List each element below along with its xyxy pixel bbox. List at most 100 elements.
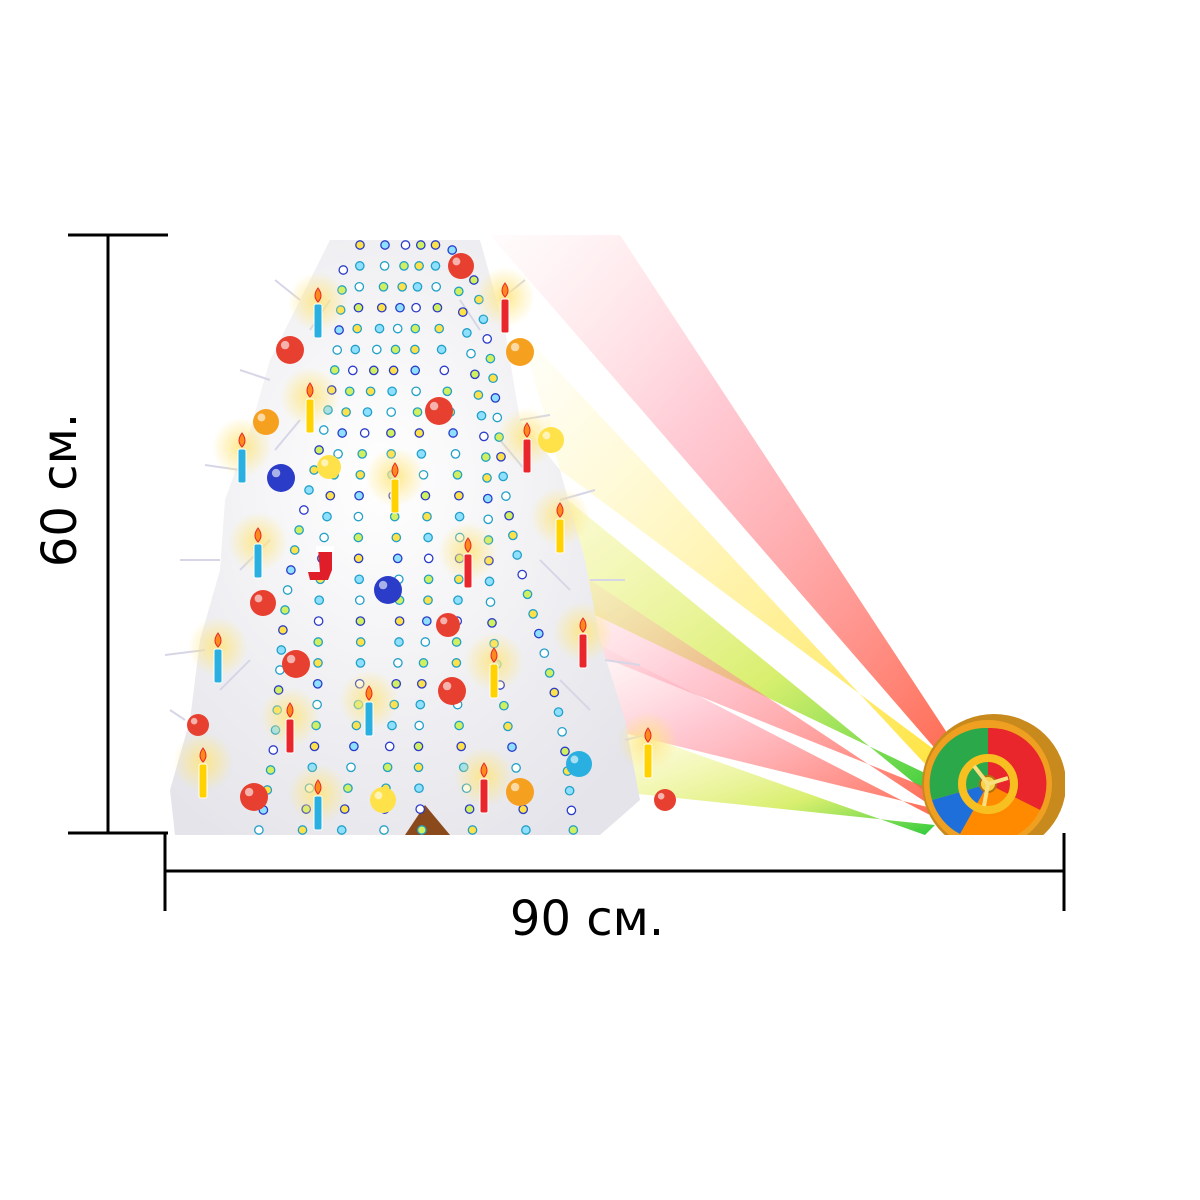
ornaments bbox=[187, 253, 676, 813]
candle bbox=[237, 448, 247, 484]
garland-bead bbox=[313, 637, 324, 647]
candle-flame bbox=[464, 537, 472, 553]
ornament-highlight bbox=[271, 468, 281, 478]
garland-bead bbox=[338, 265, 349, 275]
ornament-highlight bbox=[378, 580, 388, 590]
ornament-ball bbox=[187, 714, 209, 736]
garland-bead bbox=[337, 428, 348, 438]
garland-bead bbox=[430, 261, 441, 271]
garland-bead bbox=[346, 762, 356, 773]
garland-bead bbox=[415, 240, 426, 250]
garland-bead bbox=[442, 386, 453, 397]
candle-flame bbox=[490, 647, 498, 663]
candle bbox=[522, 438, 532, 474]
garland-bead bbox=[485, 597, 496, 607]
garland-bead bbox=[355, 240, 365, 250]
garland-bead bbox=[334, 325, 344, 335]
garland-bead bbox=[379, 825, 389, 835]
garland-bead bbox=[314, 595, 325, 606]
candle-flame bbox=[480, 762, 488, 778]
garland-bead bbox=[498, 471, 509, 482]
ornament-highlight bbox=[429, 401, 439, 411]
garland-bead bbox=[470, 369, 480, 380]
garland-bead bbox=[482, 334, 493, 344]
dimension-lines bbox=[68, 233, 1066, 911]
candle bbox=[305, 398, 315, 434]
garland-bead bbox=[322, 511, 332, 522]
candle-flame bbox=[254, 527, 262, 543]
candle-flame bbox=[199, 747, 207, 763]
garland-bead bbox=[413, 762, 424, 773]
candle-flame bbox=[238, 432, 246, 448]
ornament-highlight bbox=[542, 431, 551, 440]
garland-bead bbox=[454, 720, 464, 731]
garland-bead bbox=[456, 741, 467, 752]
garland-bead bbox=[469, 275, 479, 285]
ornament-highlight bbox=[657, 792, 665, 800]
candle-flame bbox=[523, 422, 531, 438]
candle-flame bbox=[314, 779, 322, 795]
garland-bead bbox=[382, 762, 393, 773]
ornament-ball bbox=[253, 409, 279, 435]
garland-bead bbox=[483, 514, 494, 525]
garland-bead bbox=[533, 628, 544, 639]
wheel-segment-blue bbox=[932, 784, 988, 834]
garland-bead bbox=[423, 553, 434, 564]
garland-bead bbox=[439, 365, 450, 376]
garland-bead bbox=[314, 445, 324, 455]
garland-bead bbox=[276, 645, 287, 655]
garland-bead bbox=[336, 825, 347, 835]
garland-bead bbox=[476, 410, 487, 421]
candle-flame bbox=[644, 727, 652, 743]
garland-bead bbox=[466, 348, 476, 359]
garland-bead bbox=[453, 286, 464, 297]
garland-bead bbox=[568, 825, 579, 835]
garland-bead bbox=[376, 302, 387, 313]
candle-flame bbox=[314, 287, 322, 303]
garland-bead bbox=[487, 618, 497, 628]
garland-bead bbox=[386, 428, 396, 438]
ornament-ball bbox=[240, 783, 268, 811]
garland-bead bbox=[350, 344, 361, 355]
candle bbox=[643, 743, 653, 779]
garland-bead bbox=[418, 658, 429, 668]
ornament-ball bbox=[267, 464, 295, 492]
ornament-ball bbox=[654, 789, 676, 811]
ornament-highlight bbox=[190, 717, 198, 725]
garland-bead bbox=[286, 565, 296, 575]
garland-bead bbox=[415, 699, 426, 710]
garland-bead bbox=[368, 365, 379, 376]
garland-bead bbox=[423, 574, 434, 585]
light-beam-bottom bbox=[600, 720, 935, 835]
garland-bead bbox=[299, 505, 309, 515]
garland-bead bbox=[414, 720, 425, 731]
garland-bead bbox=[304, 485, 314, 495]
garland-bead bbox=[411, 302, 421, 313]
garland-bead bbox=[333, 449, 343, 459]
ornament-ball bbox=[506, 338, 534, 366]
color-wheel-projector bbox=[922, 714, 1065, 835]
light-beam-upper bbox=[520, 330, 955, 780]
garland-bead bbox=[319, 532, 329, 543]
garland-bead bbox=[423, 532, 433, 543]
garland-bead bbox=[508, 530, 518, 541]
garland-bead bbox=[512, 550, 523, 560]
garland-bead bbox=[412, 281, 423, 292]
garland-bead bbox=[420, 637, 431, 647]
ornament-highlight bbox=[254, 594, 263, 603]
garland-bead bbox=[522, 589, 533, 600]
candle-flame bbox=[391, 462, 399, 478]
garland-bead bbox=[454, 490, 464, 501]
garland-bead bbox=[423, 595, 433, 606]
garland-bead bbox=[451, 658, 462, 668]
garland-bead bbox=[354, 595, 365, 606]
candle bbox=[463, 553, 473, 589]
garland-bead bbox=[355, 469, 366, 480]
garland-bead bbox=[421, 616, 432, 626]
garland-bead bbox=[297, 825, 308, 835]
garland-bead bbox=[329, 365, 340, 375]
stocking-ornament bbox=[308, 546, 334, 580]
candles bbox=[198, 282, 653, 831]
garland-bead bbox=[294, 525, 304, 535]
